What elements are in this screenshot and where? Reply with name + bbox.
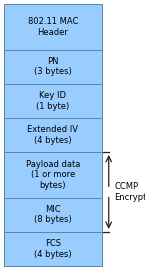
FancyBboxPatch shape <box>4 198 101 232</box>
Text: 802.11 MAC
Header: 802.11 MAC Header <box>28 17 78 36</box>
Text: CCMP
Encrypted: CCMP Encrypted <box>115 182 145 202</box>
FancyBboxPatch shape <box>4 84 101 118</box>
FancyBboxPatch shape <box>4 118 101 152</box>
Text: FCS
(4 bytes): FCS (4 bytes) <box>34 239 72 259</box>
FancyBboxPatch shape <box>4 50 101 84</box>
Text: PN
(3 bytes): PN (3 bytes) <box>34 57 72 76</box>
Text: Key ID
(1 byte): Key ID (1 byte) <box>36 91 70 110</box>
Text: MIC
(8 bytes): MIC (8 bytes) <box>34 205 72 224</box>
Text: Extended IV
(4 bytes): Extended IV (4 bytes) <box>27 125 78 145</box>
Text: Payload data
(1 or more
bytes): Payload data (1 or more bytes) <box>26 160 80 190</box>
FancyBboxPatch shape <box>4 232 101 266</box>
FancyBboxPatch shape <box>4 4 101 50</box>
FancyBboxPatch shape <box>4 152 101 198</box>
